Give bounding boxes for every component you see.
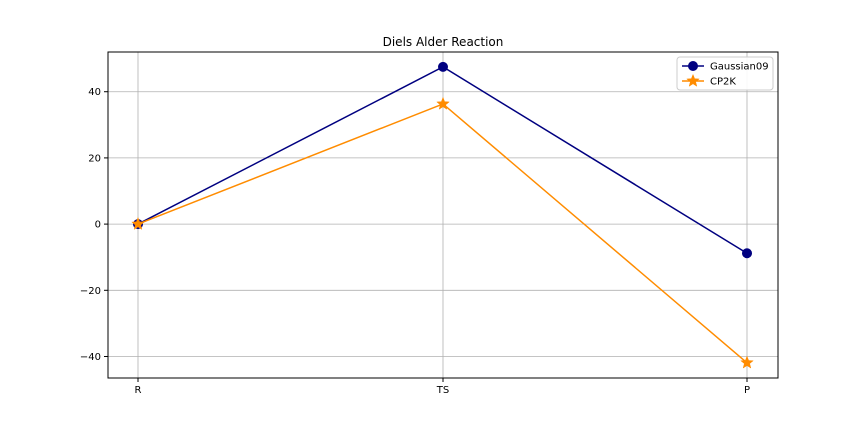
x-tick-label: P	[744, 385, 750, 396]
axes: R TS P −40 −20 0 20 40	[80, 87, 750, 396]
legend-marker	[688, 61, 698, 71]
data-point-gaussian09	[742, 248, 752, 259]
y-tick-label: 20	[88, 153, 101, 164]
x-tick-label: TS	[436, 385, 449, 396]
data-point-cp2k	[131, 216, 145, 230]
y-tick-label: 0	[95, 220, 101, 231]
data-point-gaussian09	[438, 61, 448, 72]
y-tick-label: −20	[80, 286, 101, 297]
series-layer	[131, 61, 754, 369]
legend-marker	[686, 73, 700, 87]
chart-title: Diels Alder Reaction	[383, 35, 504, 49]
data-point-cp2k	[436, 96, 450, 110]
y-tick-label: 40	[88, 87, 101, 98]
y-tick-label: −40	[80, 352, 101, 363]
legend-label: Gaussian09	[710, 62, 769, 73]
grid	[108, 52, 778, 378]
data-point-cp2k	[740, 355, 754, 369]
legend-label: CP2K	[710, 77, 736, 88]
legend: Gaussian09 CP2K	[676, 56, 774, 91]
x-tick-label: R	[135, 385, 142, 396]
